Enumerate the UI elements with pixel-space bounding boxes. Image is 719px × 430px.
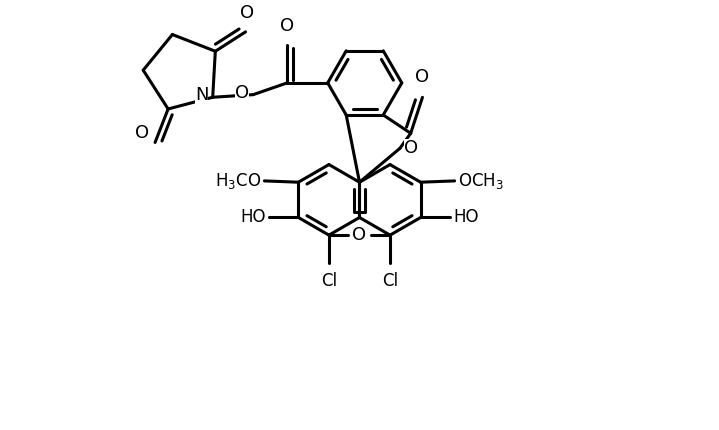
Text: HO: HO [453, 209, 479, 227]
Text: Cl: Cl [382, 272, 398, 290]
Text: H$_3$CO: H$_3$CO [215, 171, 261, 191]
Text: O: O [352, 226, 367, 244]
Text: HO: HO [240, 209, 266, 227]
Text: O: O [240, 4, 254, 22]
Text: O: O [135, 124, 149, 142]
Text: O: O [416, 68, 429, 86]
Text: N: N [195, 86, 209, 104]
Text: O: O [235, 84, 249, 102]
Text: O: O [404, 139, 418, 157]
Text: O: O [280, 16, 294, 34]
Text: Cl: Cl [321, 272, 337, 290]
Text: OCH$_3$: OCH$_3$ [458, 171, 504, 191]
